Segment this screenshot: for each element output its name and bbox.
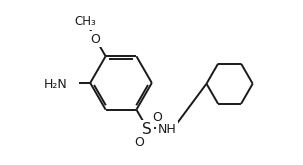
- Text: O: O: [90, 33, 100, 46]
- Text: H₂N: H₂N: [43, 78, 67, 91]
- Text: CH₃: CH₃: [75, 15, 96, 28]
- Text: O: O: [135, 136, 145, 149]
- Text: O: O: [152, 111, 162, 124]
- Text: NH: NH: [158, 123, 177, 136]
- Text: S: S: [142, 122, 152, 137]
